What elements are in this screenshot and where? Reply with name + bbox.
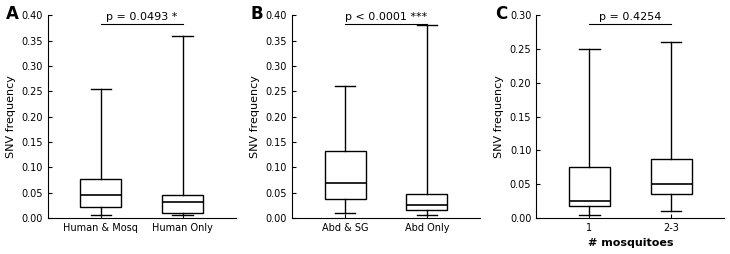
Text: C: C	[495, 5, 507, 23]
Text: A: A	[6, 5, 19, 23]
PathPatch shape	[569, 167, 610, 206]
X-axis label: # mosquitoes: # mosquitoes	[588, 239, 673, 248]
PathPatch shape	[162, 195, 203, 213]
Text: B: B	[250, 5, 263, 23]
Text: p = 0.4254: p = 0.4254	[599, 12, 661, 22]
PathPatch shape	[650, 158, 692, 194]
PathPatch shape	[407, 194, 447, 210]
PathPatch shape	[80, 179, 121, 207]
Y-axis label: SNV frequency: SNV frequency	[494, 75, 504, 158]
Text: p < 0.0001 ***: p < 0.0001 ***	[345, 12, 427, 22]
Y-axis label: SNV frequency: SNV frequency	[6, 75, 15, 158]
PathPatch shape	[325, 151, 366, 199]
Y-axis label: SNV frequency: SNV frequency	[250, 75, 260, 158]
Text: p = 0.0493 *: p = 0.0493 *	[106, 12, 177, 22]
